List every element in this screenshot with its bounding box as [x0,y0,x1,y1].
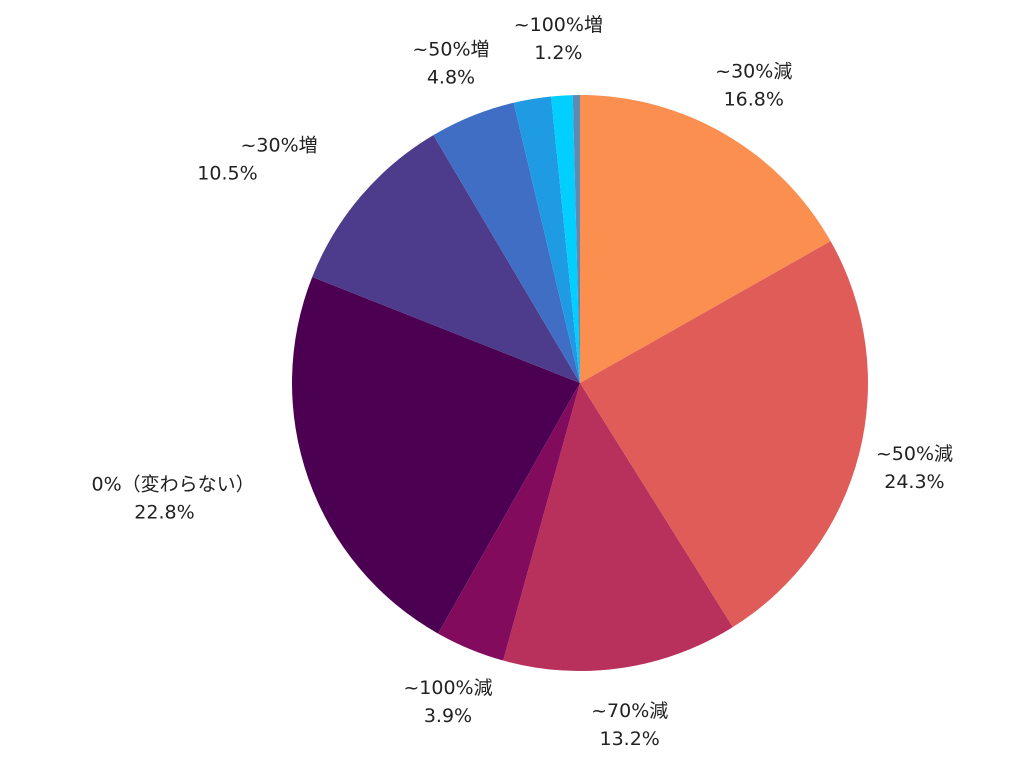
slice-value-label: 4.8% [427,67,475,89]
slice-value-label: 24.3% [884,471,944,493]
pie-slice [580,95,831,383]
pie-slice [580,241,868,628]
slice-label: ~70%減 [591,700,668,722]
slice-value-label: 1.2% [534,42,582,64]
pie-slice [291,276,580,634]
slice-label: ~50%減 [876,443,953,465]
slice-label: ~50%増 [412,39,489,61]
pie-slice [513,96,580,384]
slice-value-label: 10.5% [197,162,257,184]
slice-label: ~100%減 [403,677,492,699]
slice-label: ~100%増 [514,14,603,36]
slice-label: ~30%増 [241,134,318,156]
slice-value-label: 16.8% [724,88,784,110]
pie-slice [312,135,580,383]
slice-label: ~30%減 [715,60,792,82]
pie-slice [572,95,580,383]
slice-value-label: 3.9% [424,705,472,727]
slice-value-label: 22.8% [134,501,194,523]
pie-slice [433,102,580,384]
slice-label: 0%（変わらない） [92,473,255,495]
pie-slice [551,95,580,384]
pie-slice [438,383,580,661]
slice-value-label: 13.2% [600,728,660,750]
pie-slice [503,383,733,672]
